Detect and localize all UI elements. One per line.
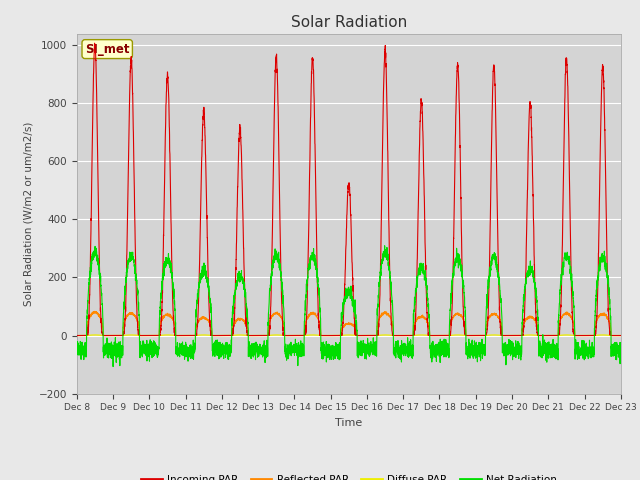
Title: Solar Radiation: Solar Radiation — [291, 15, 407, 30]
Legend: Incoming PAR, Reflected PAR, Diffuse PAR, Net Radiation: Incoming PAR, Reflected PAR, Diffuse PAR… — [136, 471, 561, 480]
Y-axis label: Solar Radiation (W/m2 or um/m2/s): Solar Radiation (W/m2 or um/m2/s) — [23, 121, 33, 306]
Text: SI_met: SI_met — [85, 43, 129, 56]
X-axis label: Time: Time — [335, 418, 362, 428]
